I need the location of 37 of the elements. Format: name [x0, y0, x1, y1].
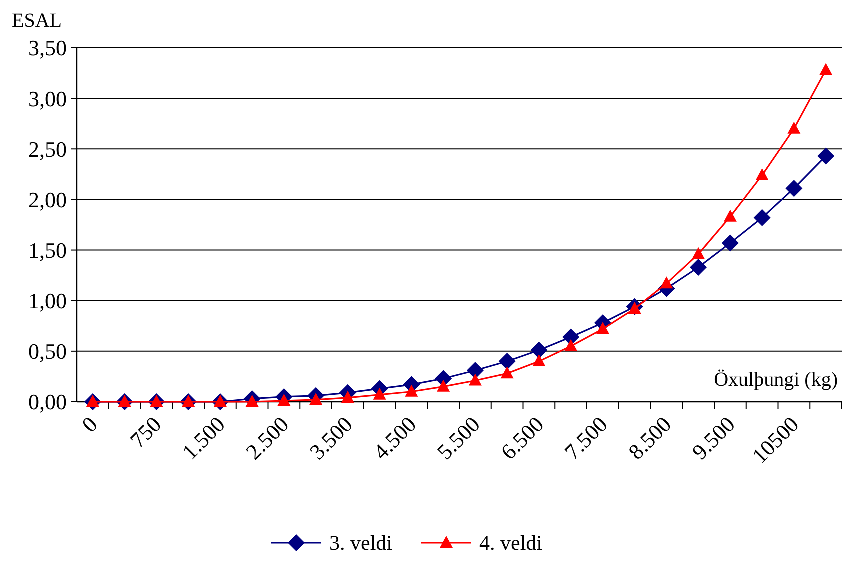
point [278, 394, 291, 406]
point [756, 168, 769, 180]
y-tick-label: 1,00 [28, 288, 67, 314]
y-tick-label: 0,50 [28, 339, 67, 364]
y-tick-label: 1,50 [28, 238, 67, 263]
point [692, 247, 706, 260]
y-tick-label: 2,50 [28, 136, 67, 162]
legend-label: 4. veldi [480, 531, 543, 555]
point [788, 122, 801, 134]
point [786, 180, 803, 198]
x-axis-title: Öxulþungi (kg) [714, 369, 838, 391]
point [310, 392, 323, 405]
point [690, 258, 708, 276]
y-axis-title: ESAL [12, 10, 62, 32]
point [468, 374, 482, 386]
point [724, 210, 737, 222]
y-tick-label: 3,00 [28, 86, 67, 112]
point [341, 390, 354, 403]
point [532, 354, 546, 367]
point [722, 234, 739, 252]
x-tick-label: 0 [77, 412, 102, 438]
point [500, 366, 514, 379]
y-tick-label: 2,00 [28, 187, 67, 212]
legend-label: 3. veldi [330, 531, 393, 555]
point [818, 148, 835, 165]
point [530, 342, 548, 359]
point [405, 384, 418, 397]
x-tick-label: 750 [125, 412, 166, 453]
point [564, 339, 578, 352]
point [660, 276, 674, 289]
point [466, 362, 484, 380]
point [820, 63, 833, 76]
point [498, 353, 516, 370]
y-tick-label: 0,00 [28, 390, 67, 415]
point [754, 209, 771, 226]
point [437, 380, 450, 392]
y-tick-label: 3,50 [28, 36, 67, 61]
